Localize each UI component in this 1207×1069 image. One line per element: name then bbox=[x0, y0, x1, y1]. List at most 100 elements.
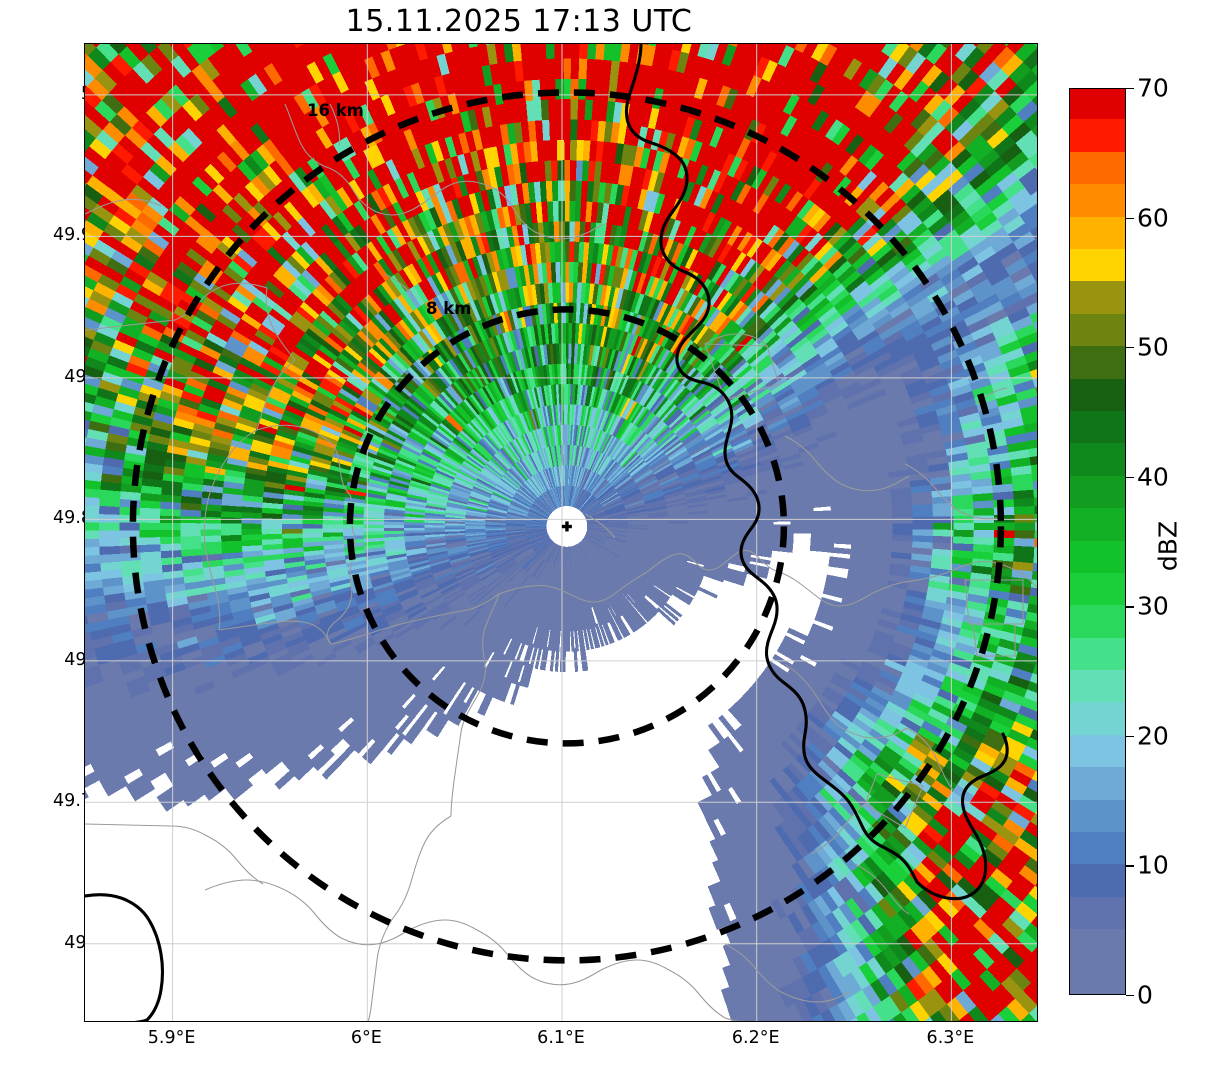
reflectivity-cell bbox=[790, 528, 815, 534]
reflectivity-cell bbox=[591, 383, 600, 408]
reflectivity-cell bbox=[599, 343, 608, 368]
reflectivity-cell bbox=[652, 422, 672, 442]
reflectivity-cell bbox=[953, 522, 977, 531]
reflectivity-cell bbox=[722, 128, 740, 154]
reflectivity-cell bbox=[578, 55, 589, 80]
reflectivity-cell bbox=[726, 246, 745, 270]
reflectivity-cell bbox=[633, 143, 646, 168]
reflectivity-cell bbox=[712, 214, 729, 239]
reflectivity-cell bbox=[817, 272, 840, 294]
reflectivity-cell bbox=[695, 118, 712, 144]
reflectivity-cell bbox=[780, 184, 800, 209]
reflectivity-cell bbox=[696, 325, 715, 348]
reflectivity-cell bbox=[755, 295, 776, 318]
reflectivity-cell bbox=[586, 382, 595, 407]
reflectivity-cell bbox=[809, 234, 831, 258]
reflectivity-cell bbox=[595, 281, 605, 306]
reflectivity-cell bbox=[656, 346, 673, 370]
reflectivity-cell bbox=[659, 348, 676, 371]
reflectivity-cell bbox=[872, 523, 896, 531]
reflectivity-cell bbox=[690, 374, 710, 395]
reflectivity-cell bbox=[583, 116, 593, 141]
reflectivity-cell bbox=[883, 109, 906, 135]
reflectivity-cell bbox=[736, 228, 756, 253]
reflectivity-cell bbox=[673, 89, 689, 115]
reflectivity-cell bbox=[772, 229, 793, 253]
reflectivity-cell bbox=[577, 360, 584, 385]
reflectivity-cell bbox=[644, 316, 659, 341]
reflectivity-cell bbox=[699, 55, 716, 81]
reflectivity-cell bbox=[737, 47, 756, 73]
reflectivity-cell bbox=[812, 210, 834, 234]
reflectivity-cell bbox=[714, 147, 732, 173]
reflectivity-cell bbox=[912, 523, 937, 531]
reflectivity-cell bbox=[747, 288, 768, 311]
reflectivity-cell bbox=[735, 180, 754, 206]
reflectivity-cell bbox=[586, 55, 597, 80]
reflectivity-cell bbox=[896, 94, 919, 119]
reflectivity-cell bbox=[613, 440, 631, 462]
reflectivity-cell bbox=[647, 167, 661, 192]
reflectivity-cell bbox=[641, 293, 655, 318]
reflectivity-cell bbox=[951, 117, 976, 143]
reflectivity-cell bbox=[645, 294, 659, 319]
reflectivity-cell bbox=[639, 359, 654, 383]
reflectivity-cell bbox=[706, 332, 725, 355]
reflectivity-cell bbox=[709, 101, 726, 127]
reflectivity-cell bbox=[627, 142, 639, 167]
reflectivity-cell bbox=[727, 297, 747, 320]
reflectivity-cell bbox=[696, 351, 715, 373]
reflectivity-cell bbox=[645, 339, 660, 363]
reflectivity-cell bbox=[619, 446, 638, 467]
reflectivity-cell bbox=[621, 448, 640, 469]
reflectivity-cell bbox=[85, 787, 89, 809]
reflectivity-cell bbox=[666, 408, 686, 428]
reflectivity-cell bbox=[675, 360, 694, 382]
reflectivity-cell bbox=[728, 325, 749, 348]
reflectivity-cell bbox=[637, 291, 651, 316]
reflectivity-cell bbox=[651, 393, 669, 414]
reflectivity-cell bbox=[661, 402, 680, 423]
reflectivity-cell bbox=[937, 132, 962, 157]
reflectivity-cell bbox=[636, 335, 650, 359]
reflectivity-cell bbox=[764, 249, 785, 273]
reflectivity-cell bbox=[694, 298, 712, 321]
reflectivity-cell bbox=[717, 240, 735, 264]
reflectivity-cell bbox=[675, 111, 690, 137]
reflectivity-cell bbox=[680, 266, 697, 291]
reflectivity-cell bbox=[892, 523, 916, 531]
reflectivity-cell bbox=[888, 88, 912, 114]
reflectivity-cell bbox=[636, 381, 652, 405]
reflectivity-cell bbox=[602, 409, 614, 433]
reflectivity-cell bbox=[791, 192, 812, 217]
reflectivity-cell bbox=[707, 57, 724, 83]
reflectivity-cell bbox=[741, 137, 760, 163]
reflectivity-cell bbox=[1014, 514, 1037, 524]
reflectivity-cell bbox=[624, 423, 641, 445]
reflectivity-cell bbox=[622, 421, 639, 444]
reflectivity-cell bbox=[603, 44, 615, 61]
reflectivity-cell bbox=[626, 183, 638, 208]
reflectivity-cell bbox=[612, 414, 626, 437]
reflectivity-cell bbox=[675, 241, 691, 266]
reflectivity-cell bbox=[730, 88, 748, 114]
reflectivity-cell bbox=[601, 344, 612, 369]
reflectivity-cell bbox=[648, 63, 662, 88]
reflectivity-cell bbox=[599, 386, 609, 410]
reflectivity-cell bbox=[718, 316, 738, 339]
reflectivity-cell bbox=[645, 388, 662, 410]
reflectivity-cell bbox=[630, 428, 648, 449]
reflectivity-cell bbox=[686, 72, 702, 98]
reflectivity-cell bbox=[613, 415, 628, 438]
reflectivity-cell bbox=[769, 253, 790, 276]
radar-map-axes[interactable]: 16 km 8 km bbox=[84, 43, 1038, 1022]
reflectivity-cell bbox=[793, 120, 814, 146]
reflectivity-cell bbox=[873, 76, 897, 102]
reflectivity-cell bbox=[632, 403, 648, 426]
reflectivity-cell bbox=[640, 103, 654, 128]
reflectivity-cell bbox=[577, 96, 587, 120]
reflectivity-cell bbox=[632, 205, 645, 230]
reflectivity-cell bbox=[632, 247, 645, 272]
reflectivity-cell bbox=[802, 286, 825, 308]
reflectivity-cell bbox=[570, 627, 575, 652]
